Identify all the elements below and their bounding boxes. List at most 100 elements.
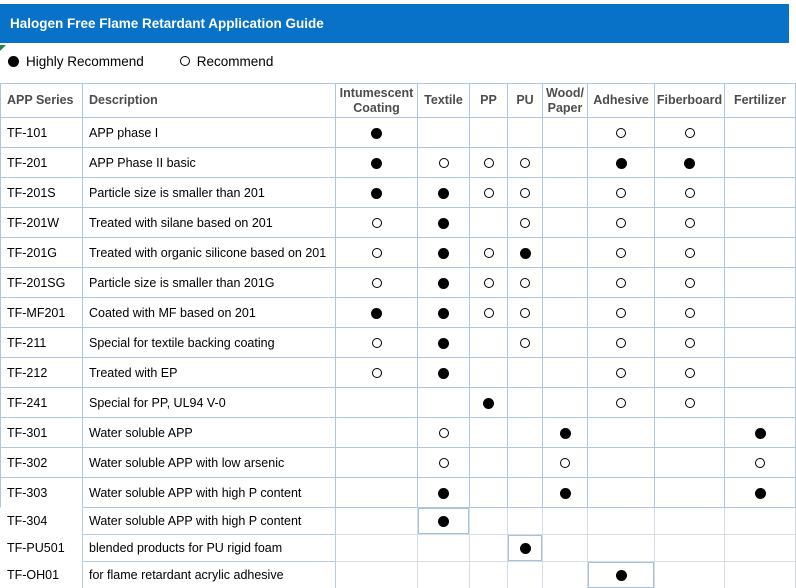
description-cell[interactable]: for flame retardant acrylic adhesive [83, 562, 336, 588]
app-series-cell[interactable]: TF-201S [0, 178, 83, 208]
adhesive-cell[interactable] [588, 418, 655, 448]
pu-cell[interactable] [508, 148, 543, 178]
fertilizer-cell[interactable] [725, 178, 796, 208]
fiberboard-cell[interactable] [655, 328, 725, 358]
app-series-cell[interactable]: TF-304 [0, 508, 83, 535]
wood-paper-cell[interactable] [543, 268, 588, 298]
textile-cell[interactable] [418, 298, 470, 328]
adhesive-cell[interactable] [588, 562, 655, 588]
pu-cell[interactable] [508, 535, 543, 562]
intumescent-coating-cell[interactable] [336, 358, 418, 388]
fiberboard-cell[interactable] [655, 238, 725, 268]
fertilizer-cell[interactable] [725, 535, 796, 562]
pp-cell[interactable] [470, 358, 508, 388]
pu-cell[interactable] [508, 388, 543, 418]
adhesive-cell[interactable] [588, 358, 655, 388]
column-header-app-series[interactable]: APP Series [0, 83, 83, 118]
intumescent-coating-cell[interactable] [336, 208, 418, 238]
column-header-fertilizer[interactable]: Fertilizer [725, 83, 796, 118]
pu-cell[interactable] [508, 178, 543, 208]
fertilizer-cell[interactable] [725, 208, 796, 238]
column-header-adhesive[interactable]: Adhesive [588, 83, 655, 118]
adhesive-cell[interactable] [588, 238, 655, 268]
app-series-cell[interactable]: TF-201G [0, 238, 83, 268]
pp-cell[interactable] [470, 562, 508, 588]
intumescent-coating-cell[interactable] [336, 118, 418, 148]
app-series-cell[interactable]: TF-302 [0, 448, 83, 478]
adhesive-cell[interactable] [588, 508, 655, 535]
textile-cell[interactable] [418, 268, 470, 298]
intumescent-coating-cell[interactable] [336, 535, 418, 562]
intumescent-coating-cell[interactable] [336, 478, 418, 508]
description-cell[interactable]: Particle size is smaller than 201G [83, 268, 336, 298]
pu-cell[interactable] [508, 418, 543, 448]
textile-cell[interactable] [418, 418, 470, 448]
fiberboard-cell[interactable] [655, 208, 725, 238]
fertilizer-cell[interactable] [725, 118, 796, 148]
pp-cell[interactable] [470, 118, 508, 148]
pu-cell[interactable] [508, 562, 543, 588]
wood-paper-cell[interactable] [543, 448, 588, 478]
intumescent-coating-cell[interactable] [336, 508, 418, 535]
description-cell[interactable]: Particle size is smaller than 201 [83, 178, 336, 208]
intumescent-coating-cell[interactable] [336, 268, 418, 298]
fiberboard-cell[interactable] [655, 418, 725, 448]
description-cell[interactable]: Treated with silane based on 201 [83, 208, 336, 238]
description-cell[interactable]: APP Phase II basic [83, 148, 336, 178]
column-header-pp[interactable]: PP [470, 83, 508, 118]
app-series-cell[interactable]: TF-201W [0, 208, 83, 238]
adhesive-cell[interactable] [588, 148, 655, 178]
textile-cell[interactable] [418, 388, 470, 418]
textile-cell[interactable] [418, 148, 470, 178]
textile-cell[interactable] [418, 358, 470, 388]
pp-cell[interactable] [470, 508, 508, 535]
wood-paper-cell[interactable] [543, 562, 588, 588]
wood-paper-cell[interactable] [543, 238, 588, 268]
textile-cell[interactable] [418, 328, 470, 358]
app-series-cell[interactable]: TF-212 [0, 358, 83, 388]
fertilizer-cell[interactable] [725, 508, 796, 535]
wood-paper-cell[interactable] [543, 418, 588, 448]
column-header-pu[interactable]: PU [508, 83, 543, 118]
fiberboard-cell[interactable] [655, 118, 725, 148]
pu-cell[interactable] [508, 208, 543, 238]
column-header-textile[interactable]: Textile [418, 83, 470, 118]
wood-paper-cell[interactable] [543, 328, 588, 358]
app-series-cell[interactable]: TF-211 [0, 328, 83, 358]
pu-cell[interactable] [508, 358, 543, 388]
fertilizer-cell[interactable] [725, 148, 796, 178]
app-series-cell[interactable]: TF-MF201 [0, 298, 83, 328]
fertilizer-cell[interactable] [725, 562, 796, 588]
textile-cell[interactable] [418, 535, 470, 562]
column-header-wood-paper[interactable]: Wood/ Paper [543, 83, 588, 118]
fiberboard-cell[interactable] [655, 298, 725, 328]
pp-cell[interactable] [470, 328, 508, 358]
intumescent-coating-cell[interactable] [336, 178, 418, 208]
app-series-cell[interactable]: TF-101 [0, 118, 83, 148]
pu-cell[interactable] [508, 478, 543, 508]
app-series-cell[interactable]: TF-301 [0, 418, 83, 448]
pu-cell[interactable] [508, 268, 543, 298]
intumescent-coating-cell[interactable] [336, 418, 418, 448]
fiberboard-cell[interactable] [655, 562, 725, 588]
description-cell[interactable]: Coated with MF based on 201 [83, 298, 336, 328]
description-cell[interactable]: blended products for PU rigid foam [83, 535, 336, 562]
intumescent-coating-cell[interactable] [336, 148, 418, 178]
column-header-description[interactable]: Description [83, 83, 336, 118]
pp-cell[interactable] [470, 178, 508, 208]
pu-cell[interactable] [508, 448, 543, 478]
pp-cell[interactable] [470, 535, 508, 562]
app-series-cell[interactable]: TF-241 [0, 388, 83, 418]
adhesive-cell[interactable] [588, 328, 655, 358]
fertilizer-cell[interactable] [725, 268, 796, 298]
app-series-cell[interactable]: TF-PU501 [0, 535, 83, 562]
fiberboard-cell[interactable] [655, 388, 725, 418]
intumescent-coating-cell[interactable] [336, 562, 418, 588]
adhesive-cell[interactable] [588, 208, 655, 238]
pp-cell[interactable] [470, 148, 508, 178]
adhesive-cell[interactable] [588, 388, 655, 418]
textile-cell[interactable] [418, 448, 470, 478]
description-cell[interactable]: Treated with EP [83, 358, 336, 388]
wood-paper-cell[interactable] [543, 478, 588, 508]
column-header-fiberboard[interactable]: Fiberboard [655, 83, 725, 118]
